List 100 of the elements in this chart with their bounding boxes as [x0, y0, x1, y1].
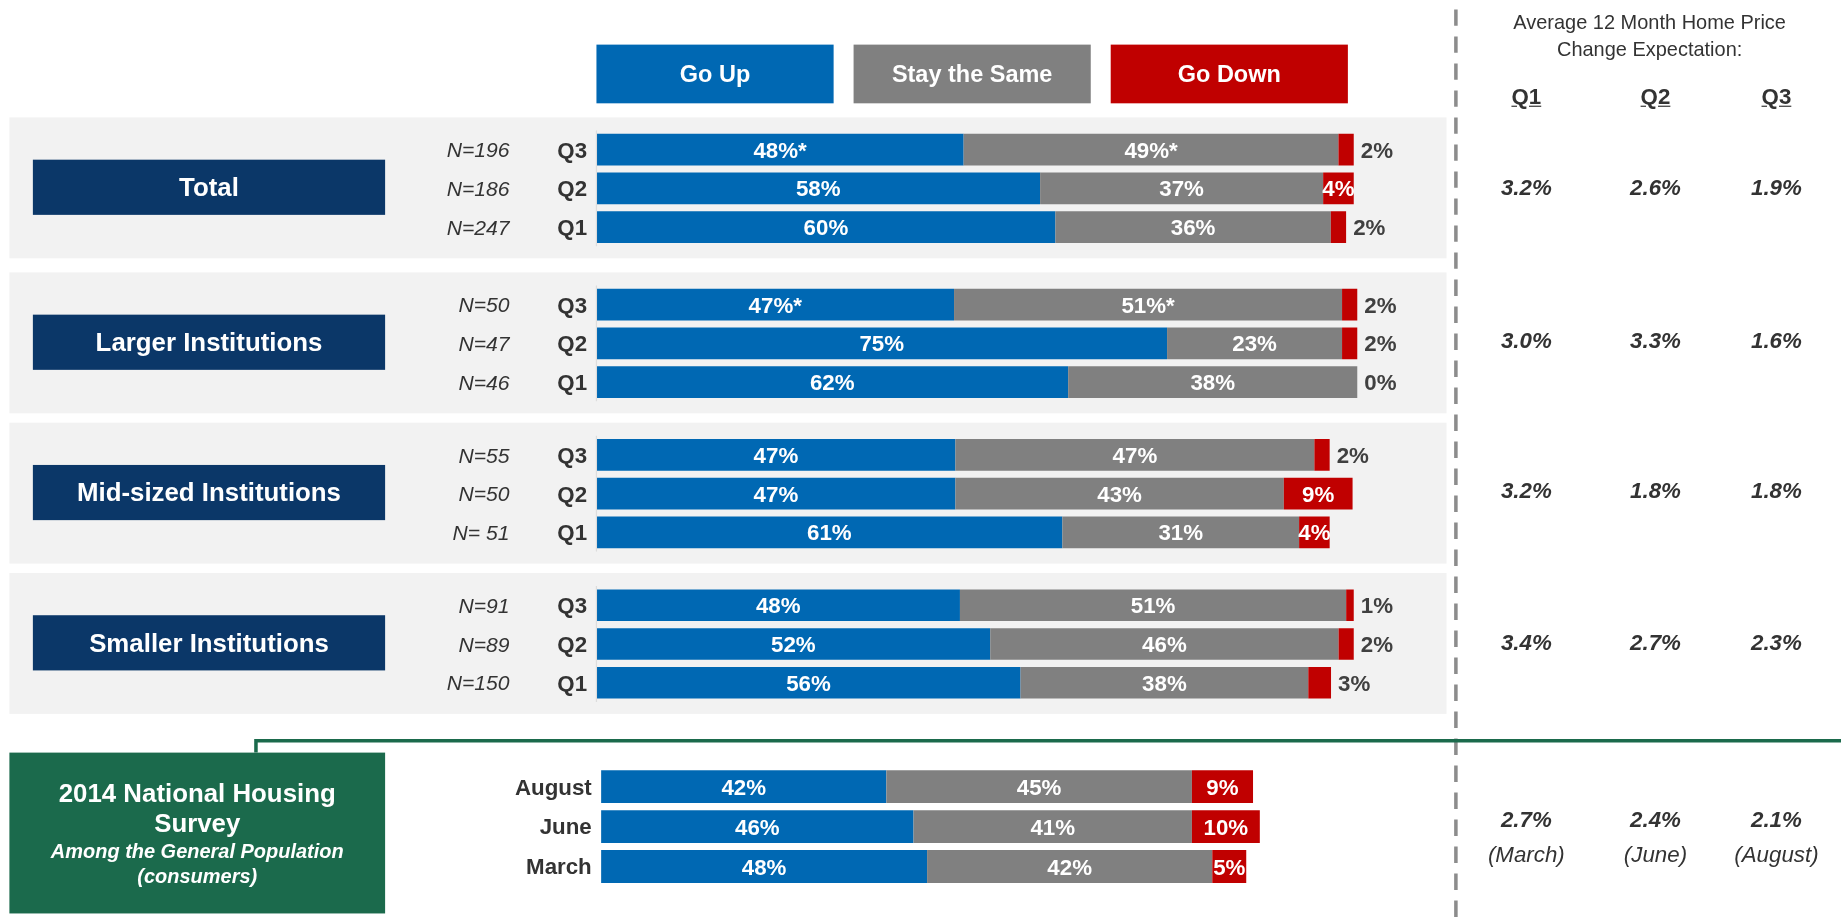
data-label: 60% [803, 215, 849, 241]
bar [596, 366, 1069, 399]
text: 1.8% [1750, 476, 1803, 505]
data-label: 2% [1364, 292, 1397, 318]
y-tick-label: August [514, 774, 593, 800]
bar [601, 770, 887, 804]
text: N=89 [458, 631, 510, 658]
y-tick-label: Q1 [557, 520, 588, 546]
y-axis-title: Larger Institutions [94, 326, 324, 358]
y-tick-label: Q3 [557, 442, 588, 468]
text: Go Up [596, 44, 834, 104]
data-label: 47%* [748, 292, 803, 318]
data-label: 9% [1206, 774, 1239, 800]
text: 2.7% [1628, 629, 1682, 658]
text: N=247 [446, 214, 510, 241]
data-label: 61% [807, 520, 852, 546]
data-label: 38% [1142, 670, 1187, 696]
bar [1167, 327, 1343, 360]
y-tick-label: Q3 [557, 292, 588, 318]
bar [1338, 628, 1354, 660]
bar [1346, 589, 1354, 622]
text: 3.3% [1629, 326, 1682, 355]
text: N=55 [458, 442, 510, 469]
data-label: 49%* [1124, 137, 1179, 163]
text: Go Down [1110, 44, 1348, 104]
data-label: 58% [795, 176, 841, 202]
data-label: 31% [1158, 520, 1204, 546]
data-label: 48%* [753, 137, 808, 163]
text: N=50 [458, 480, 510, 508]
y-tick-label: Q2 [557, 331, 588, 357]
y-tick-label: Q1 [557, 670, 588, 696]
data-label: 47% [753, 443, 799, 468]
data-label: 41% [1030, 814, 1076, 840]
text: Stay the Same [853, 44, 1091, 104]
bar [913, 810, 1192, 844]
data-label: 2% [1364, 331, 1397, 357]
bar [1062, 516, 1300, 549]
text: N= 51 [452, 519, 510, 547]
bar [927, 850, 1213, 883]
text: 3.2% [1499, 173, 1553, 202]
data-label: 38% [1190, 370, 1236, 396]
text: 3.2% [1499, 476, 1553, 505]
bar [601, 850, 928, 883]
data-label: 48% [741, 854, 787, 880]
bar [1338, 133, 1354, 166]
data-label: 23% [1232, 331, 1278, 357]
bar [955, 477, 1284, 510]
data-label: 36% [1170, 215, 1216, 241]
data-label: 52% [771, 632, 816, 658]
bar [1342, 288, 1358, 321]
data-label: 9% [1302, 481, 1335, 507]
data-label: 37% [1159, 176, 1205, 202]
category-label: Q2 [1639, 84, 1672, 111]
y-tick-label: Q2 [557, 176, 588, 202]
text: 1.9% [1750, 173, 1803, 202]
data-label: 4% [1322, 176, 1355, 202]
bar [959, 589, 1347, 622]
data-label: 51% [1130, 593, 1176, 619]
y-axis-title: Smaller Institutions [88, 627, 330, 659]
bar [596, 477, 956, 510]
y-axis-title: Total [178, 172, 240, 203]
bar [1040, 172, 1324, 205]
text: 3.0% [1499, 326, 1553, 355]
text: 1.8% [1629, 476, 1682, 505]
data-label: 42% [721, 774, 767, 800]
bar [1342, 327, 1358, 360]
text: N=50 [458, 291, 510, 319]
text: (June) [1622, 840, 1689, 869]
text: 1.6% [1750, 326, 1803, 355]
text: N=150 [446, 670, 510, 697]
bar [955, 439, 1315, 471]
text: (March) [1486, 840, 1566, 869]
bar [954, 288, 1343, 321]
data-label: 2% [1353, 215, 1386, 241]
data-label: 1% [1360, 593, 1394, 619]
data-label: 2% [1360, 632, 1394, 658]
text: 2.1% [1749, 805, 1803, 834]
bar [1330, 211, 1347, 244]
data-label: 3% [1338, 670, 1371, 696]
bar [596, 589, 960, 622]
y-tick-label: Q1 [557, 215, 588, 241]
text: N=186 [446, 175, 510, 203]
y-tick-label: Q3 [557, 137, 588, 163]
bar [596, 211, 1056, 244]
data-label: 56% [786, 670, 831, 696]
bar [596, 439, 956, 471]
bar [596, 516, 1063, 549]
text: 2.7% [1499, 805, 1553, 834]
bar [596, 327, 1168, 360]
bar [990, 628, 1339, 660]
y-tick-label: Q3 [557, 593, 588, 619]
y-tick-label: Q2 [557, 631, 588, 657]
bar [596, 628, 991, 660]
text: 2.4% [1628, 805, 1682, 834]
data-label: 5% [1213, 854, 1246, 880]
text: N=91 [458, 592, 510, 619]
data-label: 47% [1112, 443, 1158, 468]
data-label: 2% [1336, 443, 1370, 468]
text: 2.3% [1749, 629, 1803, 658]
data-label: 47% [753, 481, 799, 507]
